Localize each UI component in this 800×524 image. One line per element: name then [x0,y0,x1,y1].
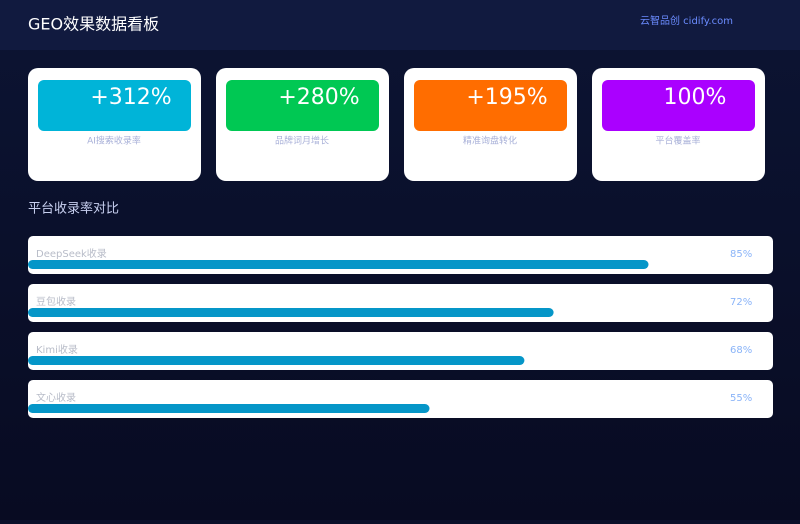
card-badge [414,80,567,131]
bar-label: Kimi收录 [36,343,78,356]
card-label: 精准询盘转化 [463,135,517,147]
brand: 云智品创 cidify.com [640,14,733,27]
section-title: 平台收录率对比 [28,201,119,217]
card-badge [226,80,379,131]
value-label: 85% [730,249,752,260]
card-label: 平台覆盖率 [655,135,700,147]
card-value: +312% [90,85,171,110]
card-label: 品牌词月增长 [275,135,329,147]
bar-label: DeepSeek收录 [36,247,107,260]
header-bar [0,0,800,50]
card-value: +280% [278,85,359,110]
header-title: GEO效果数据看板 [28,15,159,34]
card-value: +195% [466,85,547,110]
card-badge [38,80,191,131]
value-label: 55% [730,393,752,404]
value-label: 72% [730,297,752,308]
bar [28,260,649,269]
bar-label: 文心收录 [36,391,76,404]
card-badge [602,80,755,131]
card-value: 100% [664,85,727,110]
value-label: 68% [730,345,752,356]
bar-label: 豆包收录 [36,295,76,308]
bar [28,356,525,365]
card-label: AI搜索收录率 [87,135,141,147]
bar [28,404,430,413]
bar [28,308,554,317]
